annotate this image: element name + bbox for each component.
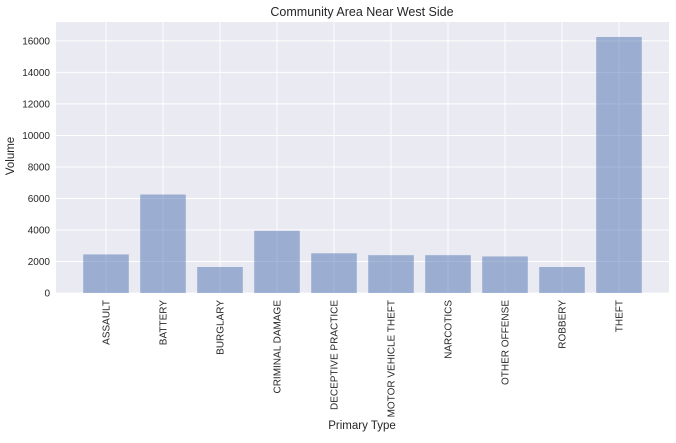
x-tick-label: MOTOR VEHICLE THEFT bbox=[387, 300, 398, 417]
x-tick-label: BATTERY bbox=[159, 300, 170, 346]
y-axis-label: Volume bbox=[5, 137, 17, 175]
x-tick-label: NARCOTICS bbox=[444, 300, 455, 359]
y-tick-label: 12000 bbox=[22, 99, 50, 110]
x-tick-label: OTHER OFFENSE bbox=[501, 300, 512, 385]
x-tick-label: BURGLARY bbox=[216, 300, 227, 355]
bar-other-offense bbox=[482, 256, 528, 293]
x-tick-label: THEFT bbox=[615, 300, 626, 332]
y-tick-label: 14000 bbox=[22, 68, 50, 79]
x-axis-label: Primary Type bbox=[328, 420, 396, 432]
y-tick-label: 2000 bbox=[28, 257, 51, 268]
y-tick-label: 8000 bbox=[28, 162, 51, 173]
y-tick-label: 4000 bbox=[28, 225, 51, 236]
x-tick-label: DECEPTIVE PRACTICE bbox=[330, 300, 341, 410]
x-tick-label: ROBBERY bbox=[558, 300, 569, 349]
y-axis-ticks: 0 2000 4000 6000 8000 10000 12000 14000 16000 bbox=[22, 36, 50, 299]
x-axis-ticks: ASSAULT BATTERY BURGLARY CRIMINAL DAMAGE DEC… bbox=[102, 300, 626, 418]
y-tick-label: 0 bbox=[44, 289, 50, 300]
bars bbox=[83, 36, 642, 294]
bar-motor-vehicle-theft bbox=[368, 255, 414, 293]
x-tick-label: ASSAULT bbox=[102, 300, 113, 345]
bar-theft bbox=[596, 36, 642, 294]
bar-deceptive-practice bbox=[311, 253, 357, 293]
bar-battery bbox=[140, 194, 186, 293]
bar-burglary bbox=[197, 267, 243, 293]
y-tick-label: 6000 bbox=[28, 194, 51, 205]
y-tick-label: 16000 bbox=[22, 36, 50, 47]
bar-assault bbox=[83, 254, 129, 293]
chart-title: Community Area Near West Side bbox=[270, 5, 453, 19]
x-tick-label: CRIMINAL DAMAGE bbox=[273, 300, 284, 394]
bar-criminal-damage bbox=[254, 230, 300, 293]
bar-narcotics bbox=[425, 255, 471, 293]
y-tick-label: 10000 bbox=[22, 131, 50, 142]
bar-robbery bbox=[539, 267, 585, 293]
